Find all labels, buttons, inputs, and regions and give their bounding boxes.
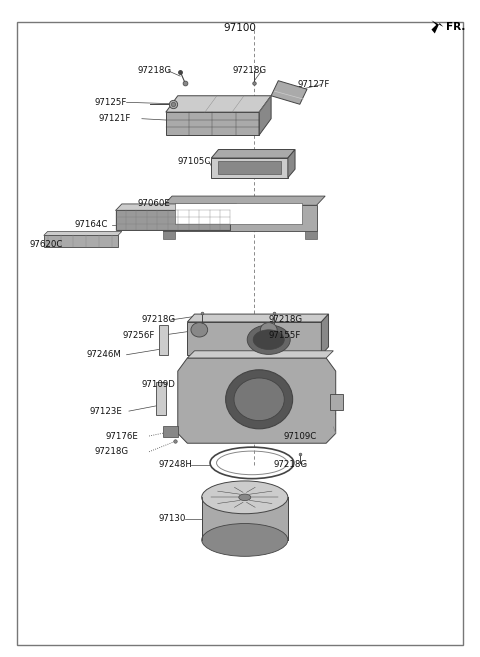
- Ellipse shape: [202, 524, 288, 556]
- Text: 97620C: 97620C: [29, 240, 63, 249]
- Ellipse shape: [260, 323, 277, 337]
- Ellipse shape: [239, 494, 251, 501]
- Bar: [158, 325, 168, 355]
- Polygon shape: [178, 358, 336, 443]
- Bar: [202, 497, 288, 540]
- Bar: [175, 202, 302, 223]
- Text: 97123E: 97123E: [89, 407, 122, 416]
- Text: 97125F: 97125F: [94, 98, 126, 107]
- Text: 97246M: 97246M: [87, 350, 122, 359]
- Polygon shape: [271, 81, 307, 104]
- Text: 97130: 97130: [158, 514, 186, 523]
- Ellipse shape: [234, 378, 284, 420]
- Polygon shape: [163, 196, 325, 205]
- Polygon shape: [288, 150, 295, 177]
- Text: 97100: 97100: [224, 23, 256, 34]
- Bar: [156, 382, 166, 415]
- Text: 97109C: 97109C: [283, 432, 316, 441]
- Ellipse shape: [253, 330, 284, 350]
- Text: 97060E: 97060E: [137, 200, 170, 208]
- Bar: [163, 205, 317, 231]
- Ellipse shape: [226, 370, 293, 429]
- Text: 97176E: 97176E: [106, 432, 139, 441]
- Text: 97218G: 97218G: [233, 66, 267, 76]
- Polygon shape: [211, 158, 288, 177]
- Text: FR.: FR.: [446, 22, 465, 32]
- Ellipse shape: [191, 323, 208, 337]
- Bar: [116, 210, 230, 230]
- Text: 97218G: 97218G: [274, 461, 308, 469]
- Bar: [163, 231, 175, 239]
- Bar: [305, 231, 317, 239]
- Text: 97248H: 97248H: [158, 461, 192, 469]
- Polygon shape: [187, 322, 322, 355]
- Polygon shape: [330, 394, 343, 411]
- Text: 97256F: 97256F: [123, 330, 155, 340]
- Text: 97155F: 97155F: [269, 330, 301, 340]
- Polygon shape: [259, 96, 271, 135]
- Bar: [44, 235, 118, 247]
- Text: 97121F: 97121F: [99, 114, 131, 124]
- Bar: [163, 426, 178, 438]
- Polygon shape: [432, 20, 444, 34]
- Text: 97218G: 97218G: [142, 315, 176, 325]
- Polygon shape: [322, 314, 328, 355]
- Polygon shape: [166, 96, 271, 112]
- Polygon shape: [116, 204, 237, 210]
- Text: 97105C: 97105C: [178, 157, 211, 166]
- Polygon shape: [211, 150, 295, 158]
- Bar: [218, 162, 281, 174]
- Polygon shape: [187, 351, 333, 358]
- Polygon shape: [166, 112, 259, 135]
- Polygon shape: [44, 231, 122, 235]
- Ellipse shape: [247, 325, 290, 354]
- Text: 97109D: 97109D: [142, 380, 176, 389]
- Text: 97218G: 97218G: [269, 315, 303, 325]
- Text: 97218G: 97218G: [94, 447, 128, 456]
- Polygon shape: [187, 314, 328, 322]
- Text: 97218G: 97218G: [137, 66, 171, 76]
- Ellipse shape: [202, 481, 288, 514]
- Text: 97127F: 97127F: [298, 80, 330, 89]
- Text: 97164C: 97164C: [75, 220, 108, 229]
